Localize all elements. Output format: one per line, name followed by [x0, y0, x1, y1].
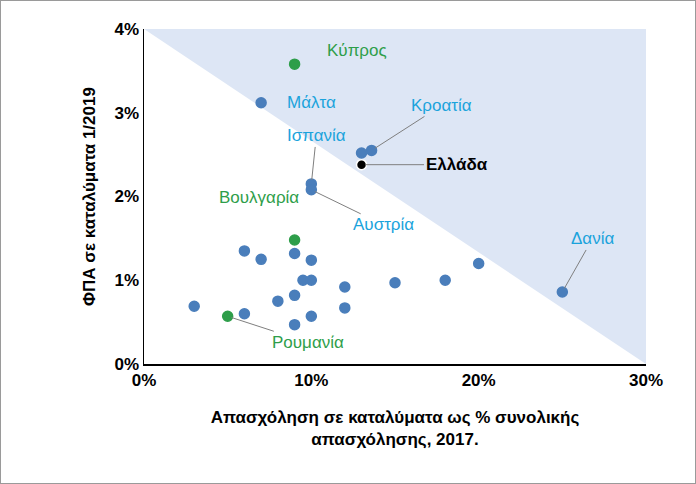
- svg-text:Μάλτα: Μάλτα: [287, 93, 336, 112]
- svg-text:Απασχόληση σε καταλύματα ως %: Απασχόληση σε καταλύματα ως % συνολικήςα…: [211, 408, 580, 449]
- svg-text:Ελλάδα: Ελλάδα: [426, 155, 488, 174]
- svg-text:10%: 10%: [294, 371, 328, 390]
- svg-text:4%: 4%: [115, 20, 140, 39]
- svg-text:20%: 20%: [462, 371, 496, 390]
- svg-text:ΦΠΑ σε καταλύματα 1/2019: ΦΠΑ σε καταλύματα 1/2019: [80, 87, 99, 306]
- svg-text:Αυστρία: Αυστρία: [353, 215, 414, 234]
- svg-text:Ρουμανία: Ρουμανία: [272, 333, 344, 352]
- svg-text:Ισπανία: Ισπανία: [287, 126, 346, 145]
- svg-text:30%: 30%: [629, 371, 663, 390]
- svg-text:0%: 0%: [132, 371, 157, 390]
- svg-text:0%: 0%: [115, 355, 140, 374]
- svg-text:1%: 1%: [115, 271, 140, 290]
- svg-text:2%: 2%: [115, 187, 140, 206]
- svg-text:3%: 3%: [115, 104, 140, 123]
- svg-text:Κύπρος: Κύπρος: [327, 41, 387, 60]
- svg-text:Κροατία: Κροατία: [411, 96, 472, 115]
- svg-text:Δανία: Δανία: [571, 229, 614, 248]
- svg-text:Βουλγαρία: Βουλγαρία: [219, 188, 299, 207]
